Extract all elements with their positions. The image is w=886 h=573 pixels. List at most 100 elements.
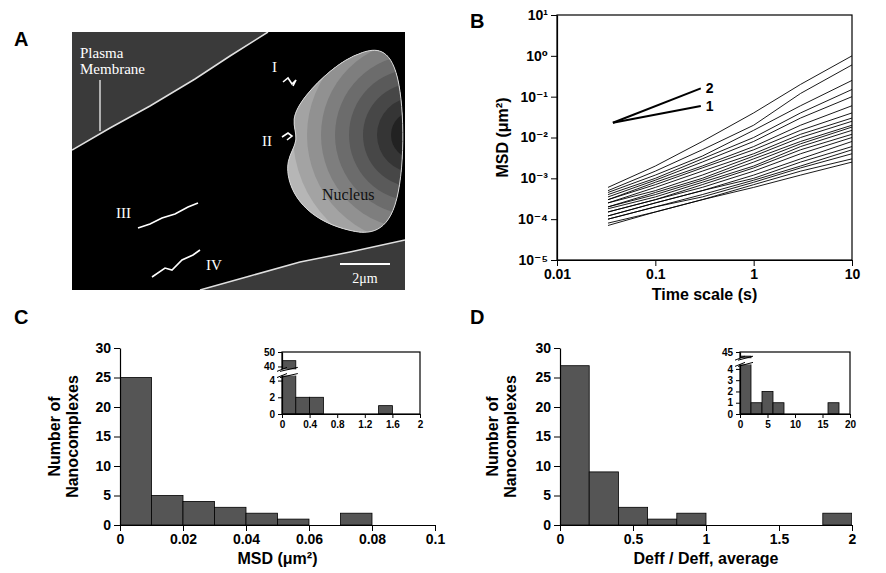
tick-label: 10	[535, 458, 551, 474]
tick: 5	[103, 487, 120, 503]
histogram-bar	[215, 507, 247, 525]
trajectory-label: II	[262, 133, 272, 149]
panel-letter: C	[14, 306, 28, 328]
x-axis-title: MSD (μm²)	[238, 550, 318, 567]
tick-label: 20	[95, 399, 111, 415]
tick-label: 10⁻⁵	[518, 252, 548, 268]
tick-label: 4	[727, 364, 733, 375]
msd-curve	[608, 127, 852, 207]
tick-label: 30	[535, 340, 551, 356]
tick-label: 4	[269, 375, 275, 386]
tick-label: 5	[543, 487, 551, 503]
trajectory-label: I	[272, 59, 277, 75]
msd-curve	[608, 125, 852, 207]
tick: 45	[722, 347, 740, 358]
tick: 0.08	[359, 525, 386, 547]
tick-mark	[310, 414, 311, 418]
tick-mark	[337, 414, 338, 418]
tick-mark	[551, 56, 557, 57]
break-mark	[738, 356, 753, 360]
trajectory-label: III	[116, 205, 131, 221]
plot-frame	[282, 352, 420, 414]
tick-label: 0.8	[331, 419, 345, 430]
tick-label: 0.06	[296, 531, 323, 547]
nucleus-ring	[279, 32, 405, 271]
tick-label: 0	[738, 419, 744, 430]
tick: 5	[543, 487, 560, 503]
tick-label: 0	[117, 531, 125, 547]
tick-label: 15	[817, 419, 829, 430]
tick-label: 5	[103, 487, 111, 503]
plasma-membrane	[72, 32, 268, 150]
tick-mark	[114, 496, 120, 497]
tick: 1.5	[770, 525, 790, 547]
trajectory-label: IV	[206, 257, 222, 273]
chart: 051015200123445	[722, 347, 857, 430]
tick-label: 2	[418, 419, 424, 430]
tick-mark	[740, 414, 741, 418]
tick-mark	[278, 366, 282, 367]
y-axis-title: Number ofNanocomplexes	[484, 375, 519, 498]
histogram-bar	[823, 513, 852, 525]
tick-label: 0.01	[544, 266, 571, 282]
tick-label: 10⁻²	[520, 129, 548, 145]
trajectory	[152, 250, 200, 277]
tick: 0.02	[170, 525, 197, 547]
tick-mark	[365, 414, 366, 418]
plot-frame	[557, 15, 852, 260]
chart: 210.010.111010⁻⁵10⁻⁴10⁻³10⁻²10⁻¹10⁰10¹	[518, 7, 860, 282]
chart: 00.40.81.21.620244050	[264, 347, 424, 430]
slope-label: 1	[706, 98, 714, 114]
tick: 25	[95, 369, 120, 385]
tick: 30	[535, 340, 560, 356]
tick-label: 20	[535, 399, 551, 415]
x-axis-title: Deff / Deff, average	[634, 550, 779, 567]
tick: 0.5	[624, 525, 644, 547]
msd-curve	[608, 130, 852, 208]
tick-mark	[114, 348, 120, 349]
histogram-bar	[751, 403, 762, 414]
histogram-bar	[246, 513, 278, 525]
x-axis-line	[558, 260, 853, 261]
nucleus-label: Nucleus	[322, 186, 374, 203]
tick: 0	[269, 409, 282, 420]
msd-curve	[608, 106, 852, 200]
tick: 0	[738, 414, 744, 430]
axis-break-gap	[734, 358, 849, 364]
figure: AIIIIIIIVPlasmaMembraneNucleus2μm210.010…	[0, 0, 886, 573]
tick-label: 0	[727, 409, 733, 420]
axis-break	[735, 356, 753, 366]
tick: 0.1	[426, 525, 446, 547]
tick-label: 0.5	[624, 531, 644, 547]
tick-label: 0.1	[646, 266, 666, 282]
tick: 0.4	[303, 414, 317, 430]
tick-mark	[114, 407, 120, 408]
scale-bar-label: 2μm	[352, 271, 378, 286]
msd-curve	[608, 141, 852, 215]
tick: 10¹	[528, 7, 557, 23]
tick-label: 0	[543, 517, 551, 533]
y-axis-line	[557, 16, 558, 261]
histogram-bar	[341, 513, 373, 525]
nucleus-ring	[377, 97, 405, 173]
break-mark	[280, 374, 298, 378]
y-axis: 0123445	[722, 347, 741, 420]
y-axis-line	[120, 349, 121, 526]
tick-label: 0.08	[359, 531, 386, 547]
tick: 10⁻¹	[520, 89, 557, 105]
histogram-bar	[152, 496, 184, 526]
tick: 0	[727, 409, 740, 420]
tick: 10	[845, 260, 861, 282]
tick-label: 45	[722, 347, 734, 358]
tick-mark	[551, 260, 557, 261]
histogram-bar	[560, 366, 589, 525]
marks	[608, 56, 852, 226]
histogram-bar	[618, 507, 647, 525]
y-axis-line	[560, 349, 561, 526]
tick: 20	[845, 414, 857, 430]
text-line: Nanocomplexes	[64, 375, 81, 498]
tick-mark	[554, 525, 560, 526]
tick-label: 15	[95, 428, 111, 444]
tick: 0.06	[296, 525, 323, 547]
panel-letter: B	[470, 10, 484, 32]
